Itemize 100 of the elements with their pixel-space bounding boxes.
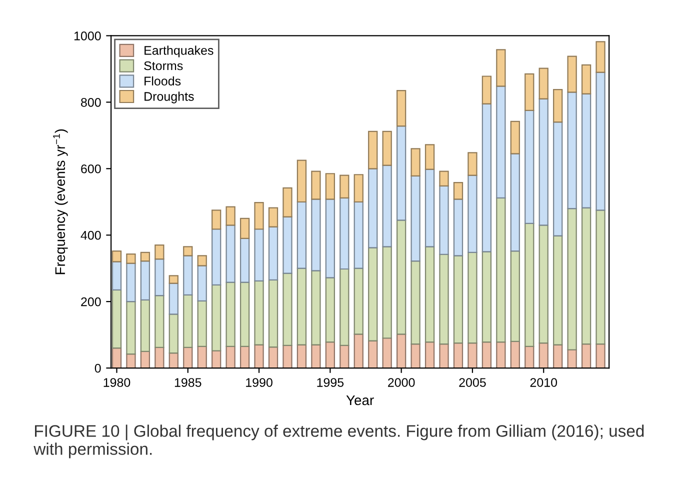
- bar: [396, 220, 406, 335]
- bar: [311, 344, 321, 368]
- bar: [510, 250, 520, 342]
- bar: [468, 342, 478, 368]
- bar: [496, 86, 506, 198]
- bar: [212, 284, 222, 352]
- bar: [254, 344, 264, 368]
- bar: [212, 210, 222, 230]
- bar: [368, 340, 378, 368]
- bar: [197, 265, 207, 302]
- bar: [410, 260, 420, 345]
- bar: [183, 294, 193, 348]
- legend-label: Earthquakes: [144, 46, 214, 58]
- bar: [268, 207, 278, 228]
- bar: [311, 170, 321, 200]
- bar: [168, 275, 178, 284]
- bar: [524, 110, 534, 224]
- bar: [439, 344, 449, 368]
- bar: [482, 251, 492, 343]
- bar: [226, 282, 236, 347]
- bar: [410, 344, 420, 368]
- bar: [240, 346, 250, 368]
- y-tick-label: 600: [81, 164, 101, 174]
- y-axis-title: Frequency (events yr$^{−1}$): [53, 129, 68, 274]
- bar: [112, 250, 122, 262]
- bar: [197, 346, 207, 368]
- bar: [410, 148, 420, 177]
- bar: [382, 246, 392, 339]
- bar: [581, 64, 592, 94]
- bar: [524, 346, 534, 368]
- bar: [340, 344, 350, 368]
- bar: [354, 201, 364, 269]
- bar: [354, 268, 364, 335]
- x-tick-label: 1995: [317, 378, 344, 387]
- bar: [183, 246, 193, 256]
- bar: [581, 207, 592, 345]
- bar: [453, 255, 464, 344]
- bar: [197, 255, 207, 266]
- bar: [254, 280, 264, 346]
- bar: [268, 279, 278, 348]
- bar: [168, 314, 178, 354]
- bar: [240, 282, 250, 347]
- bar: [126, 262, 136, 302]
- bar: [154, 346, 164, 368]
- bar: [382, 164, 392, 248]
- bar: [468, 152, 478, 176]
- x-tick-label: 1980: [104, 378, 130, 387]
- bar: [183, 346, 193, 368]
- bar: [354, 174, 364, 202]
- x-tick-label: 2010: [530, 378, 558, 387]
- bar: [183, 255, 193, 296]
- bar: [226, 206, 236, 226]
- bar: [567, 56, 577, 93]
- bar: [325, 342, 335, 368]
- bar: [424, 246, 435, 343]
- bar: [296, 201, 307, 269]
- legend-label: Storms: [144, 61, 183, 70]
- bar: [510, 340, 520, 368]
- bar: [482, 103, 492, 252]
- bar: [296, 268, 307, 346]
- bar: [368, 168, 378, 248]
- bar: [168, 282, 178, 315]
- bar: [254, 202, 264, 230]
- bar: [553, 344, 563, 368]
- x-axis-title: Year: [346, 395, 374, 406]
- bar: [112, 348, 122, 368]
- y-tick-label: 400: [80, 230, 101, 240]
- bar: [126, 301, 136, 355]
- bar: [254, 228, 264, 282]
- bar: [140, 350, 150, 368]
- bar: [311, 270, 321, 346]
- bar: [510, 120, 520, 154]
- bar: [368, 247, 378, 342]
- y-tick-label: 200: [81, 297, 101, 306]
- bar: [168, 352, 178, 368]
- bar: [325, 173, 335, 200]
- bar: [226, 224, 236, 283]
- bar: [282, 272, 292, 346]
- bar: [553, 122, 563, 236]
- x-tick-label: 2005: [459, 378, 486, 387]
- bar: [382, 338, 392, 368]
- bar: [340, 174, 350, 198]
- bar: [140, 299, 150, 352]
- y-tick-label: 0: [94, 364, 101, 373]
- bar: [396, 126, 406, 221]
- bar: [197, 300, 207, 347]
- bar: [553, 88, 563, 123]
- bar: [140, 260, 150, 300]
- bar: [538, 68, 548, 100]
- y-tick-label: 1000: [74, 32, 101, 40]
- legend-label: Floods: [144, 76, 181, 86]
- bar: [496, 49, 506, 87]
- bar: [354, 334, 364, 368]
- bar: [567, 349, 577, 368]
- bar: [538, 342, 548, 368]
- bar: [567, 208, 577, 350]
- bar: [382, 130, 392, 166]
- bar: [482, 76, 492, 104]
- bar: [453, 182, 464, 200]
- bar: [311, 198, 321, 272]
